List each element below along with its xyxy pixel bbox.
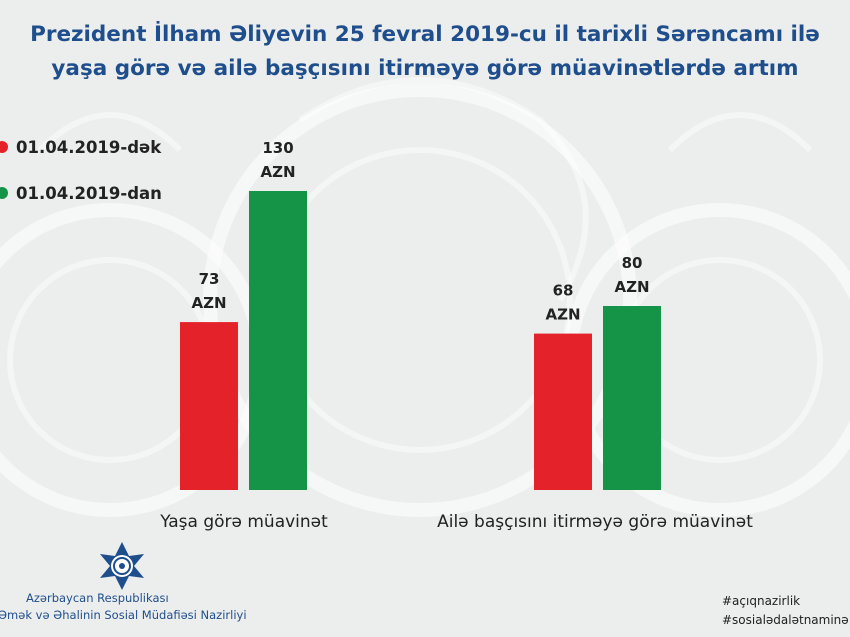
hashtags: #açıqnazirlik #sosialədalətnaminə: [722, 592, 850, 630]
legend-label-before: 01.04.2019-dək: [16, 138, 162, 157]
bar-unit-label: AZN: [191, 294, 226, 312]
bar-unit-label: AZN: [614, 278, 649, 296]
legend-label-after: 01.04.2019-dan: [16, 184, 162, 203]
legend-green-dot-icon: [0, 187, 8, 199]
chart-title: Prezident İlham Əliyevin 25 fevral 2019-…: [0, 18, 850, 86]
ministry-logo-icon: [100, 542, 144, 590]
org-line-2: Əmək və Əhalinin Sosial Müdafiəsi Nazirl…: [0, 608, 247, 622]
bar-1-after: [249, 191, 307, 490]
bar-unit-label: AZN: [545, 306, 580, 324]
org-line-1: Azərbaycan Respublikası: [26, 591, 169, 605]
title-line-1: Prezident İlham Əliyevin 25 fevral 2019-…: [30, 22, 820, 47]
title-line-2: yaşa görə və ailə başçısını itirməyə gör…: [51, 56, 799, 81]
bar-2-after: [603, 306, 661, 490]
bar-1-before: [180, 322, 238, 490]
hashtag-2: #sosialədalətnaminə: [722, 613, 849, 627]
bar-value-label: 80: [622, 254, 643, 272]
category-label: Ailə başçısını itirməyə görə müavinət: [437, 512, 753, 532]
bar-value-label: 73: [199, 270, 220, 288]
bar-2-before: [534, 333, 592, 490]
hashtag-1: #açıqnazirlik: [722, 594, 801, 608]
bar-value-label: 130: [262, 139, 293, 157]
legend-red-dot-icon: [0, 141, 8, 153]
bar-unit-label: AZN: [260, 163, 295, 181]
category-label: Yaşa görə müavinət: [159, 512, 328, 532]
legend-item-before: 01.04.2019-dək: [0, 138, 161, 157]
bar-value-label: 68: [553, 282, 574, 300]
legend-item-after: 01.04.2019-dan: [0, 184, 162, 203]
ministry-name: Azərbaycan Respublikası Əmək və Əhalinin…: [0, 590, 247, 624]
